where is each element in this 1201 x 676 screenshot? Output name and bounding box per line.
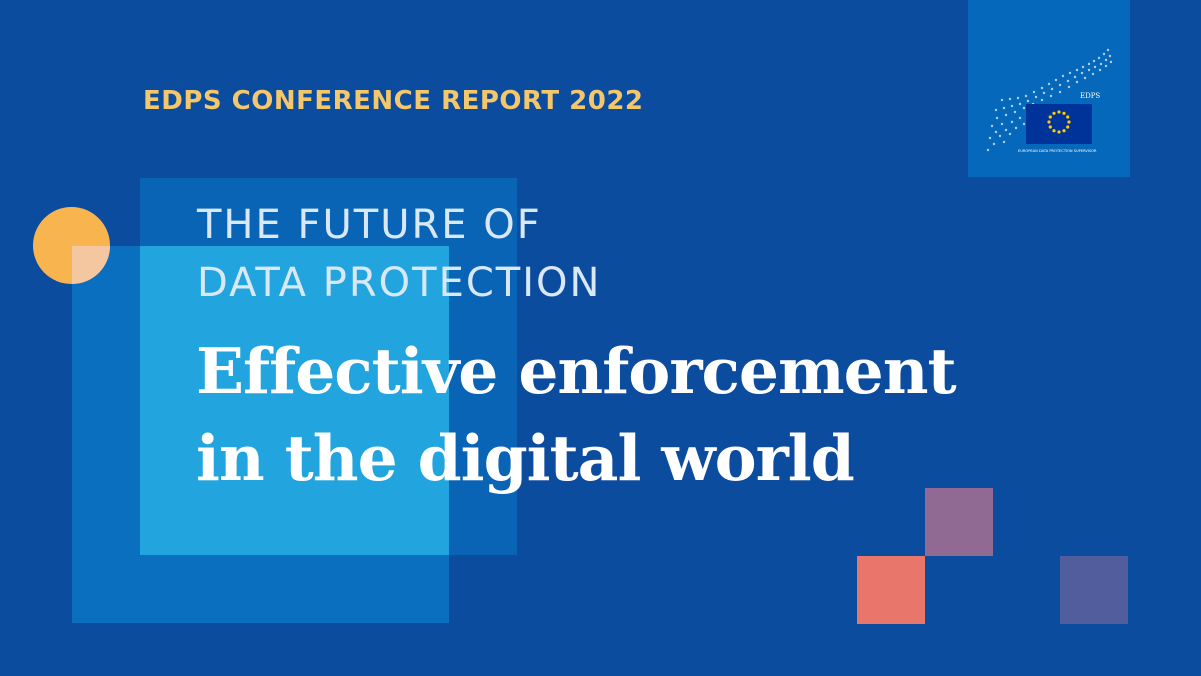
- headline: Effective enforcement in the digital wor…: [196, 328, 957, 502]
- subtitle-line-2: DATA PROTECTION: [197, 260, 602, 306]
- logo-abbr: EDPS: [1080, 92, 1100, 100]
- decorative-pixel-indigo: [1060, 556, 1128, 624]
- decorative-pixel-coral: [857, 556, 925, 624]
- logo-org-name: EUROPEAN DATA PROTECTION SUPERVISOR: [1018, 149, 1097, 153]
- subtitle-line-1: THE FUTURE OF: [197, 202, 542, 248]
- decorative-pixel-mauve: [925, 488, 993, 556]
- edps-logo-icon: EDPS EUROPEAN DATA PROTECTION SUPERVISOR: [986, 48, 1113, 153]
- decorative-square-overlap: [140, 246, 449, 555]
- wave-icon: [986, 48, 1113, 152]
- subtitle: THE FUTURE OF DATA PROTECTION: [197, 196, 601, 312]
- headline-line-2: in the digital world: [196, 421, 855, 495]
- headline-line-1: Effective enforcement: [196, 334, 957, 408]
- report-title: EDPS CONFERENCE REPORT 2022: [143, 86, 644, 116]
- eu-stars-icon: [1047, 110, 1071, 134]
- eu-flag-icon: [1026, 104, 1092, 144]
- edps-logo: EDPS EUROPEAN DATA PROTECTION SUPERVISOR: [968, 0, 1130, 177]
